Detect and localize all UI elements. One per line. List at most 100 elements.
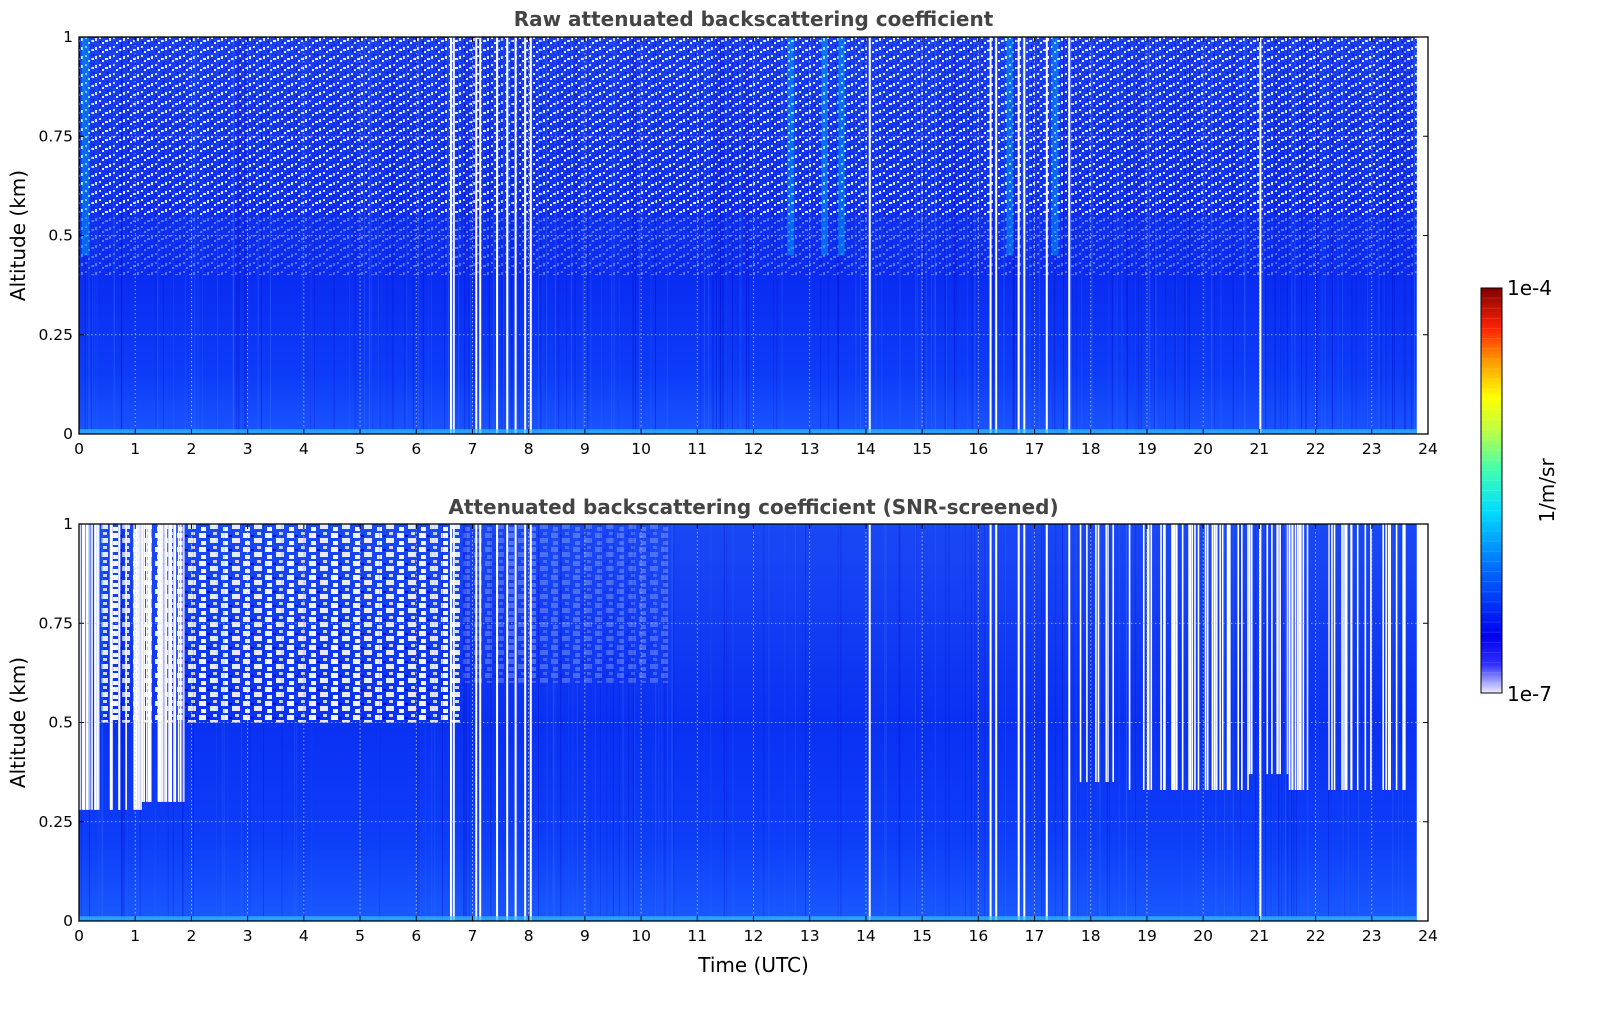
striation	[768, 524, 770, 921]
screened-gap	[1228, 524, 1230, 790]
striation	[1148, 37, 1150, 434]
striation	[746, 37, 748, 434]
screened-gap	[1294, 524, 1297, 790]
striation	[137, 524, 139, 921]
striation	[973, 524, 975, 921]
screened-gap	[1079, 524, 1082, 783]
screened-gap	[1277, 524, 1280, 775]
screened-gap	[1286, 524, 1289, 775]
striation	[102, 524, 104, 921]
x-tick-label: 1	[130, 440, 140, 458]
screened-gap	[134, 524, 137, 810]
x-tick-label: 20	[1193, 440, 1213, 458]
x-tick-label: 11	[687, 927, 707, 945]
screened-gap	[1331, 524, 1333, 790]
x-tick-label: 15	[912, 927, 932, 945]
screened-gap	[1215, 524, 1218, 790]
striation	[1052, 37, 1054, 434]
striation	[310, 37, 312, 434]
data-gap	[1068, 37, 1071, 434]
striation	[1402, 524, 1404, 921]
screened-gap	[1146, 524, 1149, 790]
striation	[1332, 37, 1334, 434]
screened-gap	[1276, 524, 1279, 775]
striation	[310, 37, 312, 434]
striation	[1013, 37, 1015, 434]
striation	[1244, 37, 1246, 434]
striation	[241, 524, 243, 921]
screened-gap	[164, 524, 166, 802]
data-gap	[1045, 524, 1048, 921]
striation	[1214, 37, 1216, 434]
screened-gap	[118, 524, 121, 810]
striation	[84, 37, 86, 434]
striation	[86, 37, 88, 434]
striation	[349, 37, 351, 434]
striation	[1332, 37, 1334, 434]
screened-gap	[1302, 524, 1305, 790]
screened-blotches-light	[461, 524, 670, 683]
screened-gap	[1370, 524, 1372, 790]
striation	[490, 524, 492, 921]
striation	[281, 524, 283, 921]
screened-gap	[170, 524, 173, 802]
screened-gap	[135, 524, 138, 810]
striation	[661, 524, 663, 921]
screened-gap	[1150, 524, 1153, 790]
x-tick-label: 14	[856, 927, 876, 945]
striation	[380, 37, 382, 434]
screened-gap	[1404, 524, 1406, 790]
striation	[222, 524, 224, 921]
data-gap	[496, 524, 499, 921]
striation	[88, 37, 90, 434]
x-tick-label: 5	[355, 440, 365, 458]
screened-gap	[173, 524, 175, 802]
data-gap	[1045, 37, 1048, 434]
data-gap	[1017, 524, 1020, 921]
striation	[1184, 37, 1186, 434]
x-tick-label: 7	[468, 927, 478, 945]
striation	[294, 524, 296, 921]
striation	[428, 37, 430, 434]
striation	[976, 524, 978, 921]
screened-gap	[85, 524, 88, 810]
screened-gap	[158, 524, 161, 802]
screened-gap	[111, 524, 113, 810]
x-tick-label: 14	[856, 440, 876, 458]
striation	[1316, 37, 1318, 434]
striation	[172, 524, 174, 921]
striation	[1341, 37, 1343, 434]
colorbar-max-label: 1e-4	[1507, 276, 1552, 300]
striation	[1285, 524, 1287, 921]
striation	[572, 524, 574, 921]
x-tick-label: 0	[74, 440, 84, 458]
striation	[245, 37, 247, 434]
enhanced-band	[820, 37, 828, 256]
x-tick-label: 18	[1081, 440, 1101, 458]
striation	[368, 37, 370, 434]
y-tick-label: 0.25	[38, 326, 73, 344]
screened-gap	[147, 524, 150, 802]
striation	[241, 37, 243, 434]
x-tick-label: 9	[580, 440, 590, 458]
striation	[712, 37, 714, 434]
data-gap	[449, 37, 452, 434]
striation	[993, 524, 995, 921]
striation	[121, 37, 123, 434]
x-tick-label: 3	[243, 927, 253, 945]
screened-gap	[1389, 524, 1392, 790]
screened-gap	[1226, 524, 1229, 790]
screened-gap	[162, 524, 164, 802]
striation	[237, 37, 239, 434]
striation	[576, 524, 578, 921]
y-tick-label: 1	[63, 515, 73, 533]
screened-gap	[82, 524, 85, 810]
surface-strip	[79, 429, 1417, 434]
striation	[1016, 37, 1018, 434]
striation	[504, 524, 506, 921]
screened-gap	[160, 524, 162, 802]
enhanced-band	[787, 37, 795, 256]
striation	[113, 37, 115, 434]
striation	[1061, 524, 1063, 921]
striation	[369, 37, 371, 434]
